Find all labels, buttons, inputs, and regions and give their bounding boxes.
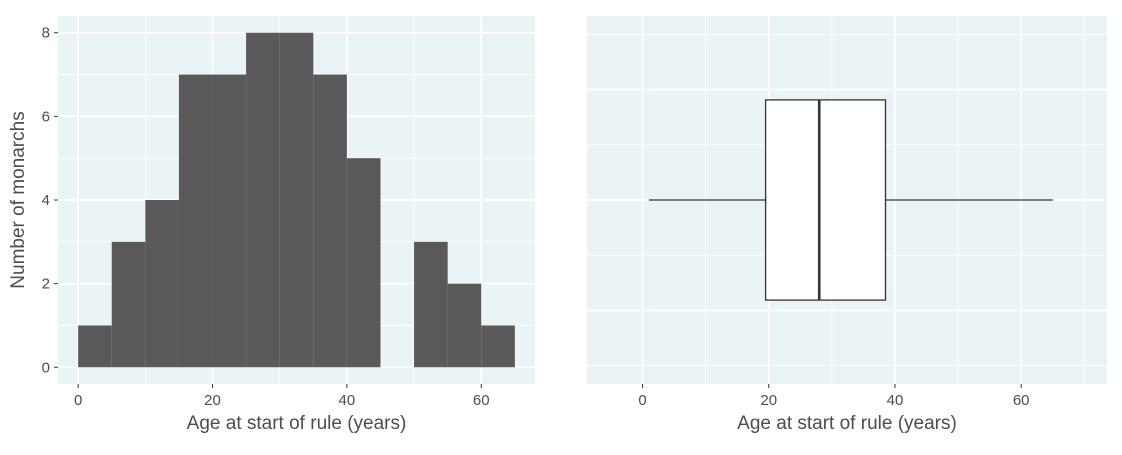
histogram-x-axis-title: Age at start of rule (years) — [187, 413, 407, 434]
histogram-bar — [145, 200, 179, 368]
boxplot-x-axis: 0 20 40 60 — [638, 384, 1030, 409]
histogram-bar — [279, 32, 314, 368]
x-tick-label: 60 — [1013, 392, 1030, 409]
histogram-y-axis: 0 2 4 6 8 — [42, 25, 58, 376]
x-tick-label: 40 — [887, 392, 904, 409]
histogram-bar — [178, 74, 213, 368]
boxplot-x-axis-title: Age at start of rule (years) — [737, 413, 957, 434]
y-tick-label: 8 — [42, 25, 50, 42]
y-tick-label: 0 — [42, 359, 50, 376]
histogram-bar — [447, 283, 482, 368]
x-tick-label: 20 — [204, 392, 221, 409]
x-tick-label: 0 — [638, 392, 646, 409]
histogram-bar — [346, 158, 381, 368]
x-tick-label: 40 — [339, 392, 356, 409]
histogram-chart: 0 20 40 60 0 2 4 6 8 Age at start of rule (year… — [8, 16, 535, 434]
histogram-bar — [313, 74, 347, 368]
histogram-bar — [481, 325, 515, 368]
histogram-bar — [414, 241, 448, 368]
x-tick-label: 20 — [760, 392, 777, 409]
histogram-bar — [78, 325, 112, 368]
boxplot-marks — [648, 99, 1053, 301]
boxplot-box — [764, 99, 887, 301]
histogram-bar — [212, 74, 247, 368]
histogram-bar — [111, 241, 146, 368]
histogram-x-axis: 0 20 40 60 — [74, 384, 490, 409]
x-tick-label: 60 — [473, 392, 490, 409]
y-tick-label: 2 — [42, 276, 50, 293]
x-tick-label: 0 — [74, 392, 82, 409]
histogram-y-axis-title: Number of monarchs — [8, 111, 29, 288]
histogram-bar — [246, 32, 280, 368]
boxplot-chart: 0 20 40 60 Age at start of rule (years) — [587, 16, 1107, 434]
histogram-bars — [78, 32, 515, 368]
y-tick-label: 6 — [42, 108, 50, 125]
y-tick-label: 4 — [42, 192, 50, 209]
